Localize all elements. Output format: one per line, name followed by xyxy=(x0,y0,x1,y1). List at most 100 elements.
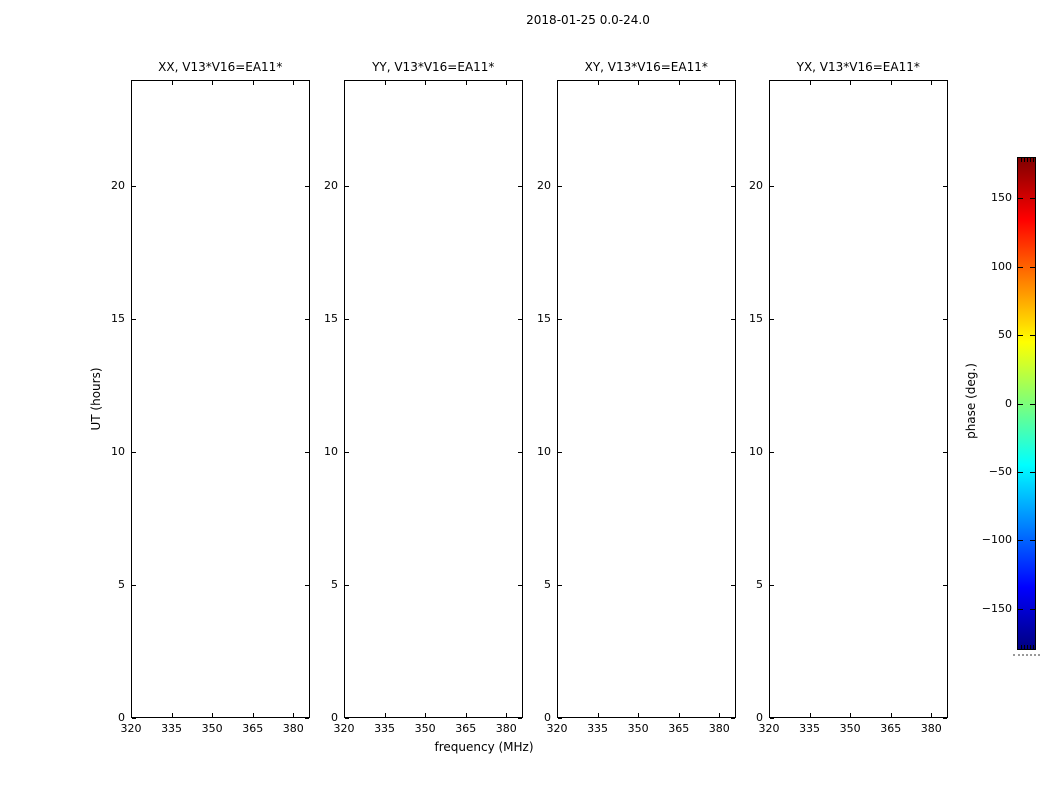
y-tick-mark xyxy=(517,186,522,188)
y-tick-label: 10 xyxy=(749,445,763,459)
x-tick-mark xyxy=(769,81,770,85)
x-tick-mark xyxy=(465,81,467,85)
x-tick-label: 350 xyxy=(627,722,649,735)
colorbar-minor-tick xyxy=(1020,158,1022,162)
x-tick-mark xyxy=(293,81,295,85)
x-tick-label: 365 xyxy=(880,722,902,735)
y-tick-mark xyxy=(132,186,136,188)
y-tick-mark xyxy=(770,319,774,321)
x-axis-label: frequency (MHz) xyxy=(434,740,534,754)
x-tick-mark xyxy=(890,713,892,717)
y-tick-mark xyxy=(770,186,774,188)
y-tick-label: 0 xyxy=(331,711,338,724)
colorbar-tick-label: 150 xyxy=(991,191,1012,205)
y-tick-label: 20 xyxy=(537,179,551,193)
subplot-title-yx: YX, V13*V16=EA11* xyxy=(796,60,920,74)
y-tick-mark xyxy=(132,585,136,587)
x-tick-mark xyxy=(384,713,386,717)
y-tick-mark xyxy=(730,186,735,188)
colorbar-tick-label: −150 xyxy=(981,601,1012,615)
colorbar-minor-tick xyxy=(1020,645,1022,649)
x-tick-mark xyxy=(719,81,721,85)
colorbar-tick-mark xyxy=(1018,403,1023,405)
x-tick-label: 335 xyxy=(161,722,183,735)
subplot-title-xx: XX, V13*V16=EA11* xyxy=(158,60,283,74)
y-tick-mark xyxy=(558,585,562,587)
y-tick-mark xyxy=(345,319,349,321)
y-tick-label: 10 xyxy=(324,445,338,459)
x-tick-mark xyxy=(557,713,558,717)
x-tick-mark xyxy=(890,81,892,85)
y-tick-mark xyxy=(517,319,522,321)
x-tick-mark xyxy=(557,81,558,85)
x-tick-mark xyxy=(506,81,508,85)
x-tick-label: 335 xyxy=(799,722,821,735)
colorbar-tick-mark xyxy=(1030,335,1035,337)
colorbar-minor-tick xyxy=(1032,158,1034,162)
x-tick-mark xyxy=(425,81,427,85)
y-tick-mark xyxy=(132,452,136,454)
x-tick-label: 380 xyxy=(282,722,304,735)
colorbar-tick-mark xyxy=(1018,471,1023,473)
x-tick-mark xyxy=(597,713,599,717)
colorbar-gradient xyxy=(1017,157,1036,650)
y-tick-mark xyxy=(304,452,309,454)
colorbar-label: phase (deg.) xyxy=(964,363,978,439)
colorbar-tick-label: −50 xyxy=(988,464,1012,478)
y-tick-label: 15 xyxy=(111,312,125,326)
y-axis-label: UT (hours) xyxy=(89,367,103,431)
colorbar-tick-mark xyxy=(1030,403,1035,405)
y-tick-mark xyxy=(304,319,309,321)
y-tick-mark xyxy=(942,718,947,719)
colorbar-tick-mark xyxy=(1030,198,1035,200)
subplot-title-yy: YY, V13*V16=EA11* xyxy=(372,60,495,74)
x-tick-mark xyxy=(171,713,173,717)
x-tick-mark xyxy=(212,81,214,85)
y-tick-mark xyxy=(770,718,774,719)
colorbar-tick-label: −100 xyxy=(981,533,1012,547)
y-tick-label: 15 xyxy=(749,312,763,326)
x-tick-mark xyxy=(465,713,467,717)
colorbar-tick-label: 0 xyxy=(1005,396,1012,410)
x-tick-mark xyxy=(678,713,680,717)
x-tick-mark xyxy=(384,81,386,85)
colorbar-minor-tick xyxy=(1023,645,1025,649)
y-tick-mark xyxy=(304,186,309,188)
x-tick-mark xyxy=(425,713,427,717)
y-tick-mark xyxy=(558,452,562,454)
y-tick-label: 5 xyxy=(118,578,125,592)
y-tick-label: 0 xyxy=(118,711,125,724)
x-tick-label: 320 xyxy=(120,722,142,735)
y-tick-mark xyxy=(517,585,522,587)
x-tick-mark xyxy=(131,81,132,85)
y-tick-mark xyxy=(942,585,947,587)
y-tick-label: 10 xyxy=(111,445,125,459)
x-tick-mark xyxy=(809,713,811,717)
colorbar-minor-tick xyxy=(1023,158,1025,162)
y-tick-mark xyxy=(942,186,947,188)
x-tick-mark xyxy=(506,713,508,717)
y-tick-mark xyxy=(730,718,735,719)
y-tick-label: 15 xyxy=(324,312,338,326)
y-tick-mark xyxy=(345,585,349,587)
colorbar-minor-tick xyxy=(1029,645,1031,649)
y-tick-mark xyxy=(132,319,136,321)
x-tick-mark xyxy=(597,81,599,85)
y-tick-mark xyxy=(345,718,349,719)
x-tick-mark xyxy=(293,713,295,717)
colorbar-minor-tick xyxy=(1026,645,1028,649)
y-tick-mark xyxy=(770,585,774,587)
colorbar-underline xyxy=(1013,654,1040,656)
colorbar-tick-mark xyxy=(1018,198,1023,200)
y-tick-label: 10 xyxy=(537,445,551,459)
y-tick-label: 20 xyxy=(111,179,125,193)
x-tick-label: 335 xyxy=(587,722,609,735)
subplot-frame-yy xyxy=(344,80,523,718)
y-tick-mark xyxy=(730,452,735,454)
x-tick-mark xyxy=(678,81,680,85)
x-tick-mark xyxy=(931,81,933,85)
x-tick-label: 320 xyxy=(758,722,780,735)
x-tick-label: 320 xyxy=(546,722,568,735)
x-tick-mark xyxy=(252,713,254,717)
x-tick-mark xyxy=(131,713,132,717)
